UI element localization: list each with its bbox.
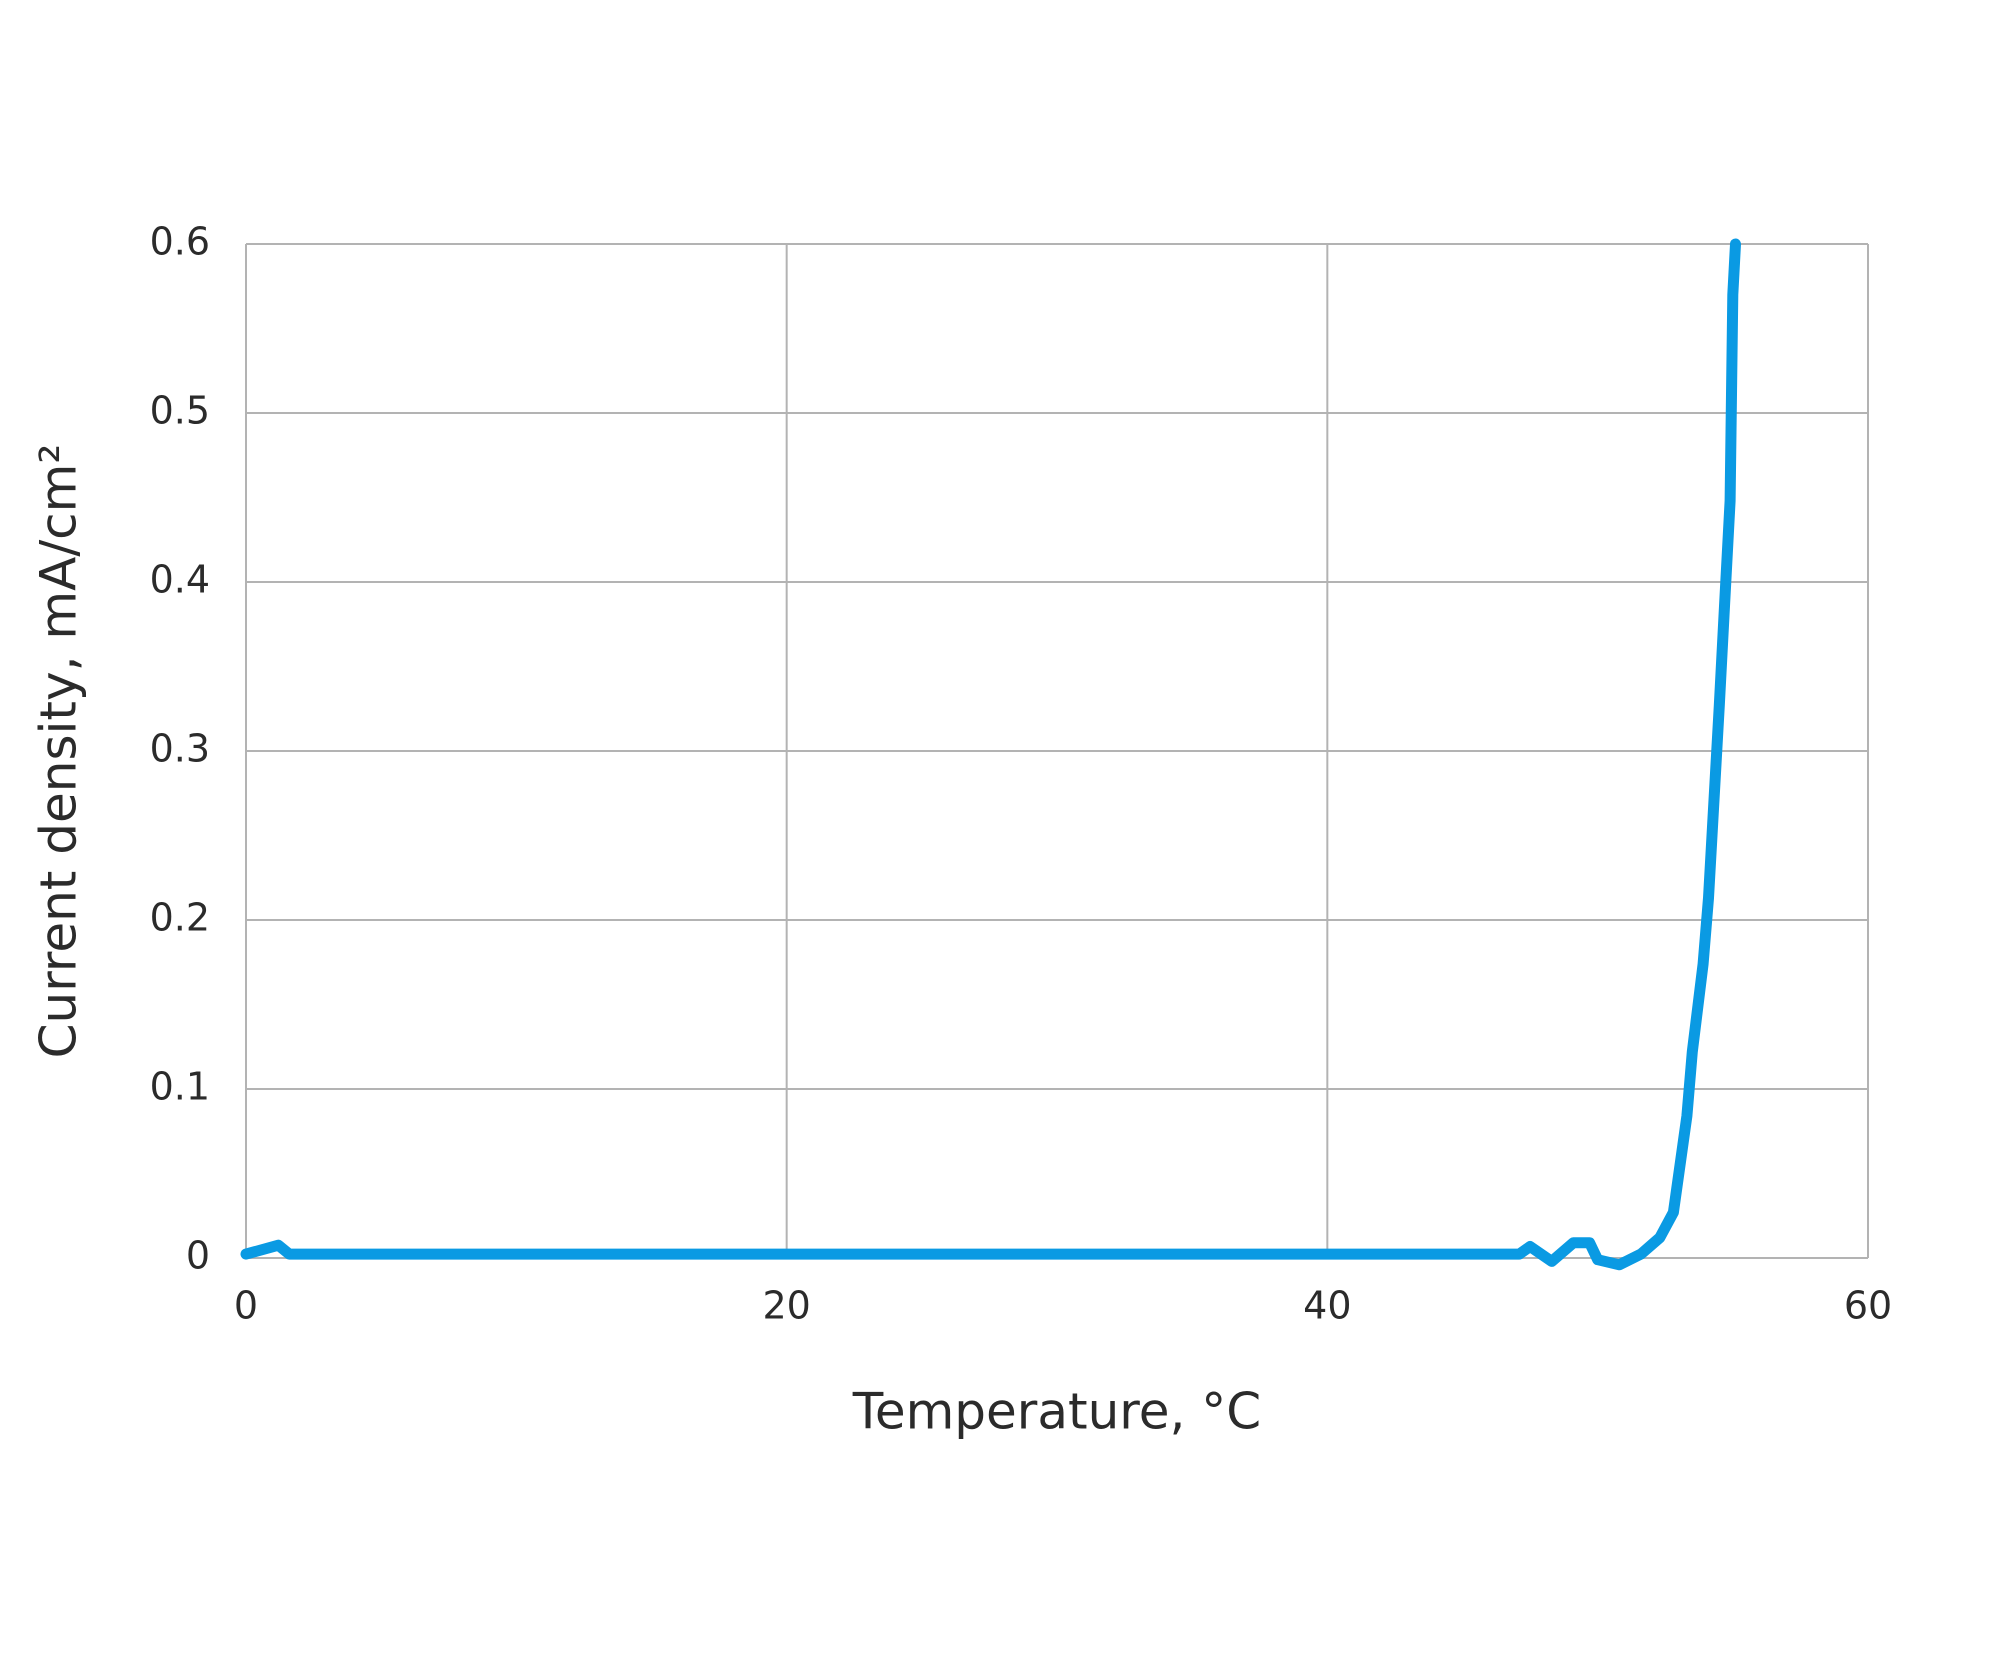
data-line bbox=[240, 238, 1741, 1271]
y-tick-label: 0.4 bbox=[150, 558, 210, 602]
x-tick-label: 60 bbox=[1844, 1284, 1892, 1328]
x-tick-label: 40 bbox=[1303, 1284, 1351, 1328]
x-axis-title: Temperature, °C bbox=[852, 1383, 1261, 1441]
y-tick-label: 0.5 bbox=[150, 389, 210, 433]
y-axis-title: Current density, mA/cm² bbox=[30, 444, 88, 1059]
y-tick-label: 0.3 bbox=[150, 727, 210, 771]
x-tick-label: 20 bbox=[762, 1284, 810, 1328]
y-tick-label: 0.2 bbox=[150, 896, 210, 940]
x-tick-label: 0 bbox=[234, 1284, 258, 1328]
y-tick-label: 0.6 bbox=[150, 220, 210, 264]
y-tick-label: 0.1 bbox=[150, 1065, 210, 1109]
y-tick-label: 0 bbox=[186, 1234, 210, 1278]
